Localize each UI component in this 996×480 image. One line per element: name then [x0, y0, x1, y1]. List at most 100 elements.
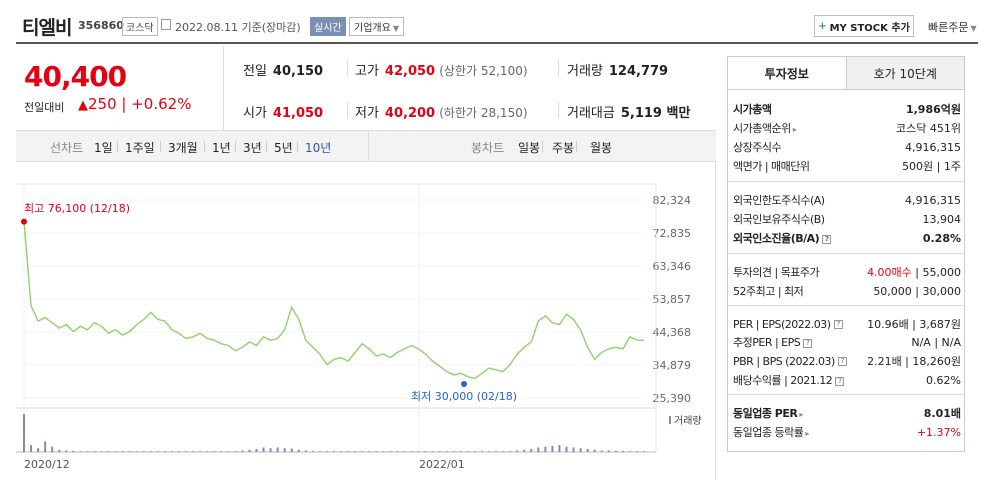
volume-bar — [586, 448, 589, 452]
period-5y[interactable]: 5년 — [274, 141, 293, 155]
period-3y[interactable]: 3년 — [243, 141, 262, 155]
stat-volume: 거래량 124,779 — [567, 60, 668, 79]
price-chart-svg: 82,324 72,835 63,346 53,857 44,368 34,879 25,3… — [16, 183, 702, 471]
volume-bar — [537, 447, 540, 452]
volume-legend-swatch — [669, 416, 671, 424]
divider — [117, 141, 118, 152]
volume-bar — [192, 451, 195, 452]
volume-bar — [51, 446, 54, 452]
price-chart[interactable]: 82,324 72,835 63,346 53,857 44,368 34,879 25,3… — [16, 162, 716, 480]
stat-prev-close: 전일 40,150 — [243, 60, 323, 79]
panel-row[interactable]: 동일업종 등락률 ▸ +1.37% — [733, 423, 961, 441]
panel-row-value: 500원 | 1주 — [902, 160, 961, 173]
chevron-right-icon: ▸ — [805, 429, 809, 438]
stat-open: 시가 41,050 — [243, 102, 323, 121]
panel-row-value: 2.21배 | 18,260원 — [867, 355, 961, 368]
mystock-add-button[interactable]: + MY STOCK 추가 — [814, 15, 914, 37]
volume-legend-label: 거래량 — [674, 415, 702, 427]
volume-bar — [530, 448, 533, 452]
panel-row-value: 0.28% — [922, 231, 961, 245]
x-tick-label: 2020/12 — [24, 458, 70, 471]
period-1y[interactable]: 1년 — [212, 141, 231, 155]
volume-bar — [30, 445, 33, 452]
volume-bar — [445, 451, 448, 452]
help-icon[interactable]: ? — [833, 320, 843, 329]
y-tick-label: 72,835 — [653, 227, 692, 240]
volume-bar — [163, 451, 166, 452]
volume-bar — [65, 450, 68, 452]
realtime-button[interactable]: 실시간 — [310, 17, 346, 36]
period-10y[interactable]: 10년 — [305, 141, 332, 155]
tab-order-book[interactable]: 호가 10단계 — [845, 57, 964, 89]
candle-daily[interactable]: 일봉 — [518, 141, 541, 155]
change-percent: +0.62% — [131, 95, 192, 113]
volume-bar — [100, 451, 103, 452]
volume-bar — [417, 451, 420, 452]
panel-row-value: 4.00매수 | 55,000 — [867, 266, 961, 279]
y-tick-label: 53,857 — [653, 293, 692, 306]
volume-bar — [248, 449, 251, 452]
quick-order-dropdown[interactable]: 빠른주문 ▼ — [928, 19, 977, 35]
panel-row: 상장주식수 4,916,315 — [733, 138, 961, 156]
help-icon[interactable]: ? — [835, 376, 845, 386]
panel-row-label: 외국인한도주식수(A) — [733, 194, 825, 207]
period-1d[interactable]: 1일 — [94, 141, 113, 155]
volume-bar — [424, 451, 427, 452]
volume-bar — [579, 448, 582, 452]
volume-bar — [241, 450, 244, 452]
tab-investment-info[interactable]: 투자정보 — [728, 57, 846, 89]
volume-bar — [643, 451, 645, 452]
panel-row-value: 50,000 | 30,000 — [873, 284, 961, 298]
panel-divider — [728, 394, 964, 395]
volume-bar — [23, 414, 25, 452]
divider — [576, 141, 577, 152]
volume-bar — [86, 451, 89, 452]
company-info-dropdown[interactable]: 기업개요 ▼ — [349, 17, 404, 36]
help-icon[interactable]: ? — [822, 234, 832, 244]
candle-weekly[interactable]: 주봉 — [552, 141, 575, 155]
panel-row-value: 코스닥 451위 — [896, 122, 961, 135]
help-icon[interactable]: ? — [837, 357, 847, 366]
panel-row[interactable]: 동일업종 PER ▸ 8.01배 — [733, 404, 961, 422]
volume-bar — [354, 451, 357, 452]
candle-monthly[interactable]: 월봉 — [590, 141, 613, 155]
panel-row: 52주최고 | 최저 50,000 | 30,000 — [733, 282, 961, 300]
change-value: 250 — [88, 95, 117, 113]
min-label: 최저 30,000 (02/18) — [411, 390, 517, 403]
help-icon[interactable]: ? — [803, 338, 813, 348]
panel-row-label: PER | EPS(2022.03)? — [733, 318, 843, 331]
y-tick-label: 82,324 — [653, 194, 692, 207]
divider — [204, 141, 205, 152]
price-stats: 전일 40,150 고가 42,050 (상한가 52,100) 거래량 124,77… — [225, 46, 717, 130]
volume-bar — [149, 451, 152, 452]
volume-bar — [502, 451, 505, 452]
period-1w[interactable]: 1주일 — [125, 141, 155, 155]
panel-row-label: 시가총액 — [733, 103, 772, 116]
volume-bar — [255, 448, 258, 452]
panel-row-label: 추정PER | EPS? — [733, 334, 813, 350]
panel-row[interactable]: 시가총액순위 ▸ 코스닥 451위 — [733, 119, 961, 137]
quick-order-label: 빠른주문 — [928, 21, 969, 34]
panel-row-label: 동일업종 PER ▸ — [733, 407, 803, 420]
panel-row-value: +1.37% — [916, 425, 961, 439]
volume-bar — [403, 451, 406, 452]
volume-bar — [107, 451, 110, 452]
panel-row-value: 0.62% — [926, 373, 961, 387]
panel-row-label: 시가총액순위 ▸ — [733, 122, 797, 135]
stat-amount: 거래대금 5,119 백만 — [567, 102, 690, 121]
stock-name: 티엘비 — [22, 17, 72, 39]
panel-row: 추정PER | EPS? N/A | N/A — [733, 333, 961, 351]
volume-bar — [304, 450, 307, 452]
stat-value: 5,119 백만 — [620, 106, 691, 121]
panel-row-label: 동일업종 등락률 ▸ — [733, 426, 809, 439]
price-change: ▲250 | +0.62% — [78, 95, 192, 113]
volume-bar — [523, 449, 526, 452]
stat-label: 전일 — [243, 64, 267, 79]
volume-bar — [311, 450, 314, 452]
panel-divider — [728, 305, 964, 306]
period-3m[interactable]: 3개월 — [168, 141, 198, 155]
volume-bar — [79, 451, 82, 452]
stat-value: 41,050 — [272, 106, 324, 121]
volume-bar — [565, 446, 568, 452]
volume-bar — [628, 451, 631, 452]
